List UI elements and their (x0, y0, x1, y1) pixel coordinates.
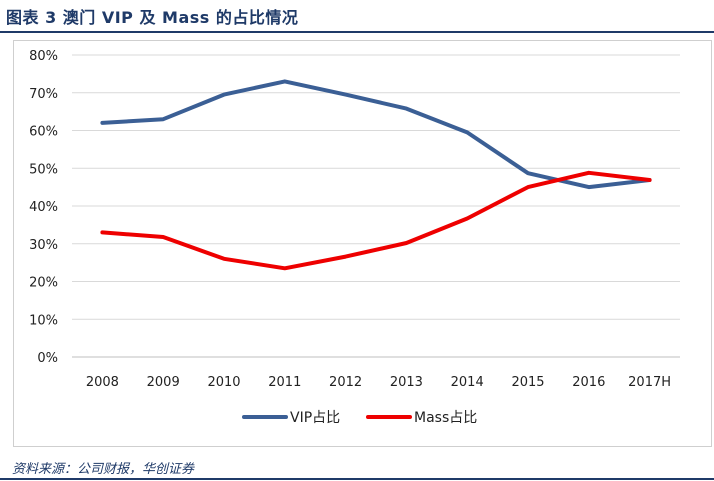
legend-label: Mass占比 (414, 410, 477, 426)
x-tick-label: 2010 (207, 375, 240, 390)
y-tick-label: 30% (29, 238, 58, 253)
y-tick-label: 80% (29, 49, 58, 64)
x-tick-label: 2013 (390, 375, 423, 390)
title-divider (0, 31, 714, 33)
line-chart: 0%10%20%30%40%50%60%70%80% 2008 2009 2010 2… (29, 49, 680, 426)
x-tick-label: 2012 (329, 375, 362, 390)
x-tick-label: 2016 (572, 375, 605, 390)
figure-title: 图表 3 澳门 VIP 及 Mass 的占比情况 (6, 8, 299, 27)
x-tick-label: 2015 (511, 375, 544, 390)
legend-label: VIP占比 (290, 410, 340, 426)
series-line-mass (100, 170, 652, 271)
y-tick-label: 50% (29, 162, 58, 177)
y-tick-label: 60% (29, 125, 58, 140)
gridlines (72, 54, 680, 358)
bottom-divider (0, 478, 714, 480)
y-tick-label: 10% (29, 313, 58, 328)
chart-frame: 0% 10% 20% 30% 40% 50% 60% 70% 80% 2008 2009 2010 2… (13, 40, 712, 447)
y-tick-label: 0% (37, 351, 58, 366)
series-line-vip (100, 79, 652, 190)
x-tick-label: 2017H (628, 375, 671, 390)
x-tick-label: 2014 (451, 375, 484, 390)
x-axis-ticks: 2008 2009 2010 2011 2012 2013 2014 2015 2016 2017… (86, 375, 671, 390)
y-tick-label: 70% (29, 87, 58, 102)
x-tick-label: 2011 (268, 375, 301, 390)
series-lines (100, 79, 652, 271)
x-tick-label: 2008 (86, 375, 119, 390)
source-note: 资料来源：公司财报，华创证券 (12, 462, 195, 477)
legend: VIP占比 Mass占比 (242, 410, 477, 426)
y-axis-ticks: 0% 10% 20% 30% 40% 50% 60% 70% 80% (29, 49, 58, 366)
x-tick-label: 2009 (147, 375, 180, 390)
y-tick-label: 20% (29, 276, 58, 291)
y-tick-label: 40% (29, 200, 58, 215)
